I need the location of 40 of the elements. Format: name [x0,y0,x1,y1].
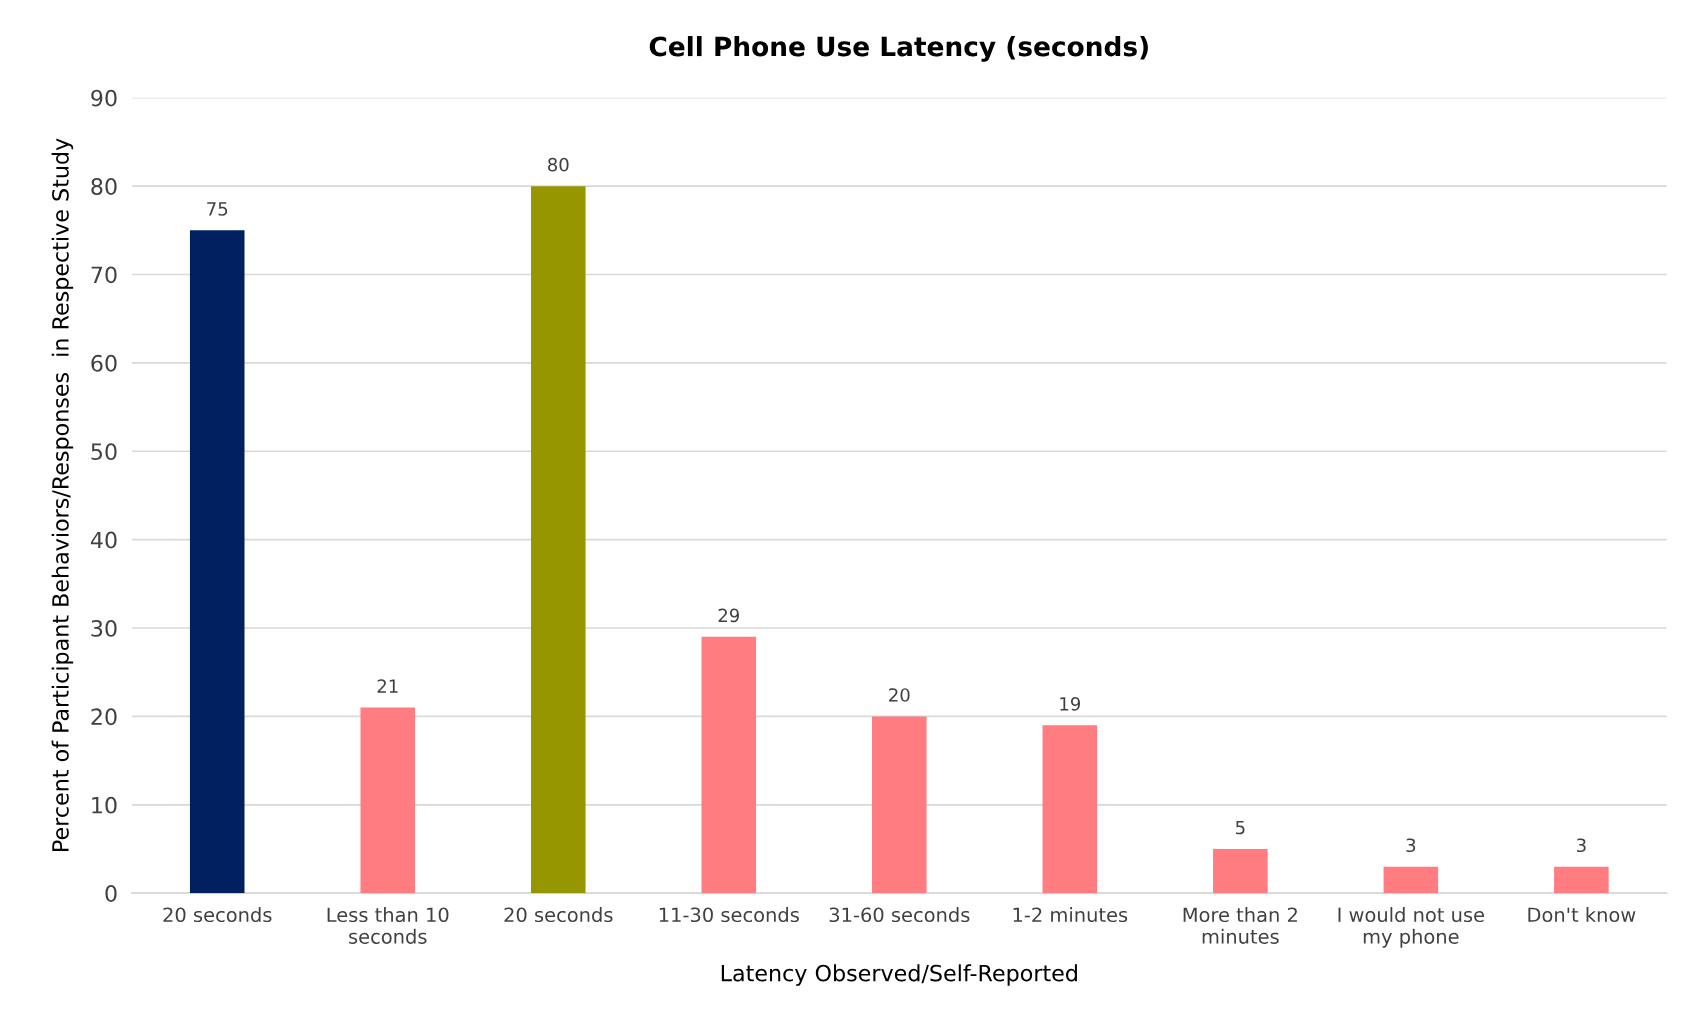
bar [1554,866,1609,894]
bar [189,230,245,894]
y-tick-label: 40 [90,531,117,549]
y-axis-title: Percent of Participant Behaviors/Responses in Respective Study [51,138,74,851]
data-label: 21 [377,679,398,693]
data-label: 3 [1406,838,1416,853]
x-axis-title: Latency Observed/Self-Reported [721,964,1077,986]
data-label: 20 [889,688,910,702]
bar [360,707,416,894]
bar [1042,725,1098,894]
chart-title: Cell Phone Use Latency (seconds) [649,36,1148,62]
data-label: 5 [1235,820,1245,835]
data-label: 3 [1576,838,1586,853]
bar [1383,866,1439,894]
x-tick-label: Don't know [1528,907,1636,923]
x-tick-label: Less than 10 seconds [327,907,449,944]
data-label: 19 [1060,696,1081,711]
x-tick-label: I would not use my phone [1338,907,1485,948]
data-label: 80 [548,157,569,172]
x-tick-label: 20 seconds [163,907,272,923]
x-tick-label: 11-30 seconds [659,907,799,923]
data-label: 29 [718,608,739,623]
bar [701,636,757,894]
data-label: 75 [207,202,228,216]
y-tick-label: 20 [91,708,117,726]
bar [530,186,586,894]
y-tick-label: 60 [91,354,117,372]
y-tick-label: 10 [92,796,117,814]
y-tick-label: 90 [91,89,117,107]
x-tick-label: 31-60 seconds [829,907,970,923]
x-tick-label: 1-2 minutes [1013,907,1128,923]
bar [1213,848,1268,894]
y-tick-label: 70 [91,266,117,284]
y-tick-label: 80 [91,178,117,195]
y-tick-label: 0 [105,885,117,902]
y-tick-label: 50 [91,443,117,461]
bar [872,716,927,894]
y-tick-label: 30 [91,619,117,637]
x-tick-label: More than 2 minutes [1183,907,1297,944]
x-tick-label: 20 seconds [504,907,613,923]
